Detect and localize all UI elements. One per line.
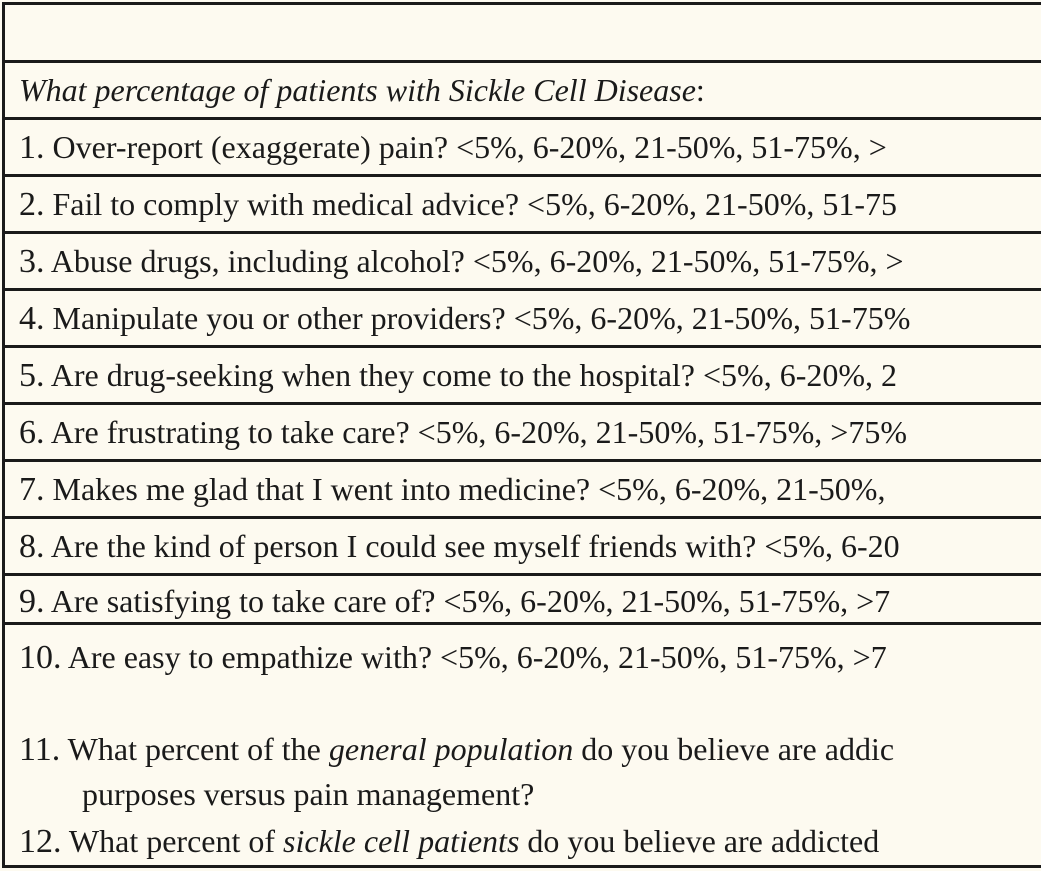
question-row-6: 6. Are frustrating to take care? <5%, 6-… [5,405,1041,462]
question-body-9: Are satisfying to take care of? <5%, 6-2… [44,583,891,619]
intro-colon: : [695,72,705,108]
question-12-post: do you believe are addicted [519,823,880,859]
question-body-6: Are frustrating to take care? <5%, 6-20%… [44,414,907,450]
question-body-8: Are the kind of person I could see mysel… [44,528,900,564]
question-text-2: 2. Fail to comply with medical advice? <… [19,188,897,222]
question-11-post: do you believe are addic [573,731,895,767]
question-text-8: 8. Are the kind of person I could see my… [19,530,900,564]
question-row-5: 5. Are drug-seeking when they come to th… [5,348,1041,405]
question-body-5: Are drug-seeking when they come to the h… [44,357,897,393]
question-number-1: 1. [19,129,45,166]
question-row-9: 9. Are satisfying to take care of? <5%, … [5,576,1041,625]
intro-row: What percentage of patients with Sickle … [5,63,1041,120]
question-number-8: 8. [19,528,45,565]
question-body-2: Fail to comply with medical advice? <5%,… [44,186,898,222]
question-number-5: 5. [19,357,45,394]
question-body-7: Makes me glad that I went into medicine?… [44,471,886,507]
question-text-5: 5. Are drug-seeking when they come to th… [19,359,897,393]
question-row-10-12: 10. Are easy to empathize with? <5%, 6-2… [5,625,1041,871]
question-text-11-line2: purposes versus pain management? [82,776,535,812]
question-text-11: 11. What percent of the general populati… [19,733,894,767]
question-row-2: 2. Fail to comply with medical advice? <… [5,177,1041,234]
question-number-7: 7. [19,471,45,508]
question-text-4: 4. Manipulate you or other providers? <5… [19,302,910,336]
question-row-7: 7. Makes me glad that I went into medici… [5,462,1041,519]
intro-italic: What percentage of patients with Sickle … [19,72,696,108]
question-row-4: 4. Manipulate you or other providers? <5… [5,291,1041,348]
question-text-6: 6. Are frustrating to take care? <5%, 6-… [19,416,907,450]
question-text-10: 10. Are easy to empathize with? <5%, 6-2… [19,641,887,675]
question-12-emphasis: sickle cell patients [283,823,520,859]
question-number-12: 12. [19,823,62,860]
question-text-9: 9. Are satisfying to take care of? <5%, … [19,585,890,619]
question-number-10: 10. [19,639,62,676]
table-header-row [5,5,1041,63]
intro-text: What percentage of patients with Sickle … [19,74,705,106]
question-text-7: 7. Makes me glad that I went into medici… [19,473,885,507]
question-text-3: 3. Abuse drugs, including alcohol? <5%, … [19,245,904,279]
question-body-4: Manipulate you or other providers? <5%, … [44,300,911,336]
question-body-1: Over-report (exaggerate) pain? <5%, 6-20… [44,129,887,165]
question-11-pre: What percent of the [60,731,329,767]
question-number-3: 3. [19,243,45,280]
question-number-6: 6. [19,414,45,451]
question-text-12: 12. What percent of sickle cell patients… [19,825,879,859]
question-number-4: 4. [19,300,45,337]
question-number-11: 11. [19,731,61,768]
question-number-9: 9. [19,583,45,620]
question-number-2: 2. [19,186,45,223]
question-text-1: 1. Over-report (exaggerate) pain? <5%, 6… [19,131,887,165]
question-body-10: Are easy to empathize with? <5%, 6-20%, … [61,639,887,675]
question-12-pre: What percent of [61,823,284,859]
question-body-3: Abuse drugs, including alcohol? <5%, 6-2… [44,243,904,279]
question-row-3: 3. Abuse drugs, including alcohol? <5%, … [5,234,1041,291]
question-11-emphasis: general population [328,731,574,767]
question-row-1: 1. Over-report (exaggerate) pain? <5%, 6… [5,120,1041,177]
question-row-8: 8. Are the kind of person I could see my… [5,519,1041,576]
